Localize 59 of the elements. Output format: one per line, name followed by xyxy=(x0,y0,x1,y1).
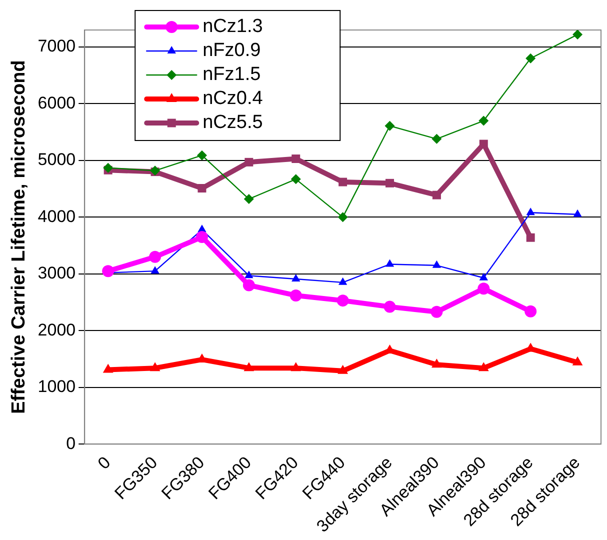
point xyxy=(102,364,114,373)
point xyxy=(432,358,442,368)
point xyxy=(336,294,349,307)
point xyxy=(244,194,254,204)
point xyxy=(150,362,160,372)
x-tick-label: 0 xyxy=(94,452,114,474)
point xyxy=(430,306,443,318)
legend-label: nFz0.9 xyxy=(202,40,261,62)
legend-label: nCz0.4 xyxy=(202,88,264,110)
point xyxy=(479,272,488,280)
y-tick-label: 6000 xyxy=(38,93,76,112)
point xyxy=(149,250,162,263)
point xyxy=(478,362,489,372)
point xyxy=(242,279,255,292)
point xyxy=(338,364,348,374)
point xyxy=(196,150,207,160)
y-tick-label: 7000 xyxy=(38,36,76,56)
point xyxy=(572,356,583,366)
y-tick-label: 2000 xyxy=(38,320,76,340)
point xyxy=(573,209,582,217)
y-tick-label: 3000 xyxy=(38,264,76,283)
point xyxy=(103,162,114,173)
point xyxy=(384,300,396,313)
point xyxy=(478,116,489,126)
point xyxy=(385,259,394,267)
legend-label: nCz5.5 xyxy=(202,112,263,134)
point xyxy=(244,362,254,372)
point xyxy=(290,362,302,372)
y-tick-label: 4000 xyxy=(38,206,76,226)
point xyxy=(292,154,300,164)
point xyxy=(150,266,160,274)
point xyxy=(338,212,348,222)
point xyxy=(432,134,442,144)
point xyxy=(290,289,302,302)
y-tick-label: 5000 xyxy=(38,150,76,170)
legend-label: nFz1.5 xyxy=(202,64,261,86)
point xyxy=(526,53,536,64)
y-tick-label: 0 xyxy=(66,434,76,453)
point xyxy=(478,282,490,295)
point xyxy=(102,265,114,278)
point xyxy=(290,174,301,184)
point xyxy=(244,270,254,278)
point xyxy=(572,30,583,40)
point xyxy=(432,190,441,200)
point xyxy=(338,178,348,186)
point xyxy=(524,305,537,318)
point xyxy=(526,233,535,242)
point xyxy=(244,158,254,166)
point xyxy=(198,184,206,192)
point xyxy=(384,120,395,131)
point xyxy=(526,208,535,216)
y-axis-title: Effective Carrier Lifetime, microsecond xyxy=(8,60,30,414)
point xyxy=(338,277,348,285)
y-tick-label: 1000 xyxy=(38,377,76,396)
legend-label: nCz1.3 xyxy=(202,16,263,38)
point xyxy=(196,231,208,244)
point xyxy=(432,260,442,268)
point xyxy=(386,178,394,188)
point xyxy=(292,274,300,282)
